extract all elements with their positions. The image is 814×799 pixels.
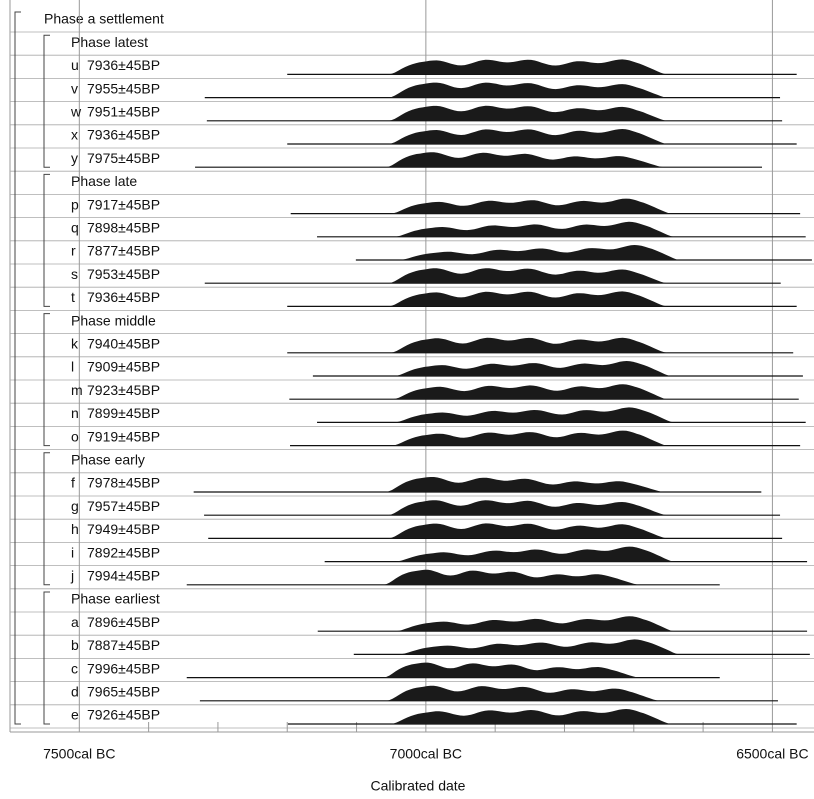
- x-tick-label: 6500cal BC: [736, 746, 808, 762]
- sample-id: c: [71, 660, 78, 676]
- probability-area: [389, 709, 672, 724]
- sample-date: 7892±45BP: [87, 544, 160, 560]
- bracket: [43, 34, 50, 168]
- probability-area: [391, 430, 668, 446]
- sample-id: p: [71, 196, 79, 212]
- sample-id: m: [71, 382, 83, 398]
- sample-id: f: [71, 475, 75, 491]
- sample-id: q: [71, 220, 79, 236]
- x-tick-label: 7000cal BC: [390, 746, 462, 762]
- sample-date: 7923±45BP: [87, 382, 160, 398]
- sample-id: g: [71, 498, 79, 514]
- sample-id: j: [70, 568, 74, 584]
- sample-id: i: [71, 544, 74, 560]
- sample-date: 7951±45BP: [87, 104, 160, 120]
- sample-date: 7909±45BP: [87, 359, 160, 375]
- probability-area: [393, 361, 672, 376]
- bracket: [43, 452, 50, 586]
- probability-area: [394, 616, 675, 632]
- sample-date: 7957±45BP: [87, 498, 160, 514]
- sample-id: w: [70, 104, 82, 120]
- x-tick-label: 7500cal BC: [43, 746, 115, 762]
- sample-date: 7936±45BP: [87, 289, 160, 305]
- sample-id: e: [71, 707, 79, 723]
- sample-id: u: [71, 57, 79, 73]
- probability-area: [384, 477, 665, 492]
- phase-label: Phase middle: [71, 312, 156, 328]
- sample-date: 7953±45BP: [87, 266, 160, 282]
- phase-label: Phase early: [71, 452, 145, 468]
- sample-date: 7965±45BP: [87, 684, 160, 700]
- sample-id: k: [71, 336, 79, 352]
- phase-label: Phase earliest: [71, 591, 160, 607]
- sample-date: 7899±45BP: [87, 405, 160, 421]
- sample-id: n: [71, 405, 79, 421]
- sample-id: o: [71, 428, 79, 444]
- phase-label: Phase late: [71, 173, 137, 189]
- sample-id: d: [71, 684, 79, 700]
- sample-date: 7896±45BP: [87, 614, 160, 630]
- sample-date: 7940±45BP: [87, 336, 160, 352]
- probability-area: [391, 384, 668, 400]
- probability-area: [398, 639, 681, 655]
- sample-id: s: [71, 266, 78, 282]
- sample-id: y: [71, 150, 78, 166]
- probability-area: [382, 662, 641, 678]
- bracket: [14, 11, 21, 725]
- probability-area: [387, 82, 668, 98]
- sample-id: r: [71, 243, 76, 259]
- sample-id: l: [71, 359, 74, 375]
- probability-area: [387, 268, 668, 284]
- probability-area: [387, 523, 668, 539]
- sample-date: 7926±45BP: [87, 707, 160, 723]
- sample-id: t: [71, 289, 75, 305]
- probability-area: [387, 500, 668, 516]
- sample-date: 7877±45BP: [87, 243, 160, 259]
- model-title: Phase a settlement: [44, 11, 164, 27]
- sample-id: x: [71, 127, 78, 143]
- probability-area: [382, 569, 641, 585]
- sample-id: a: [71, 614, 79, 630]
- probability-area: [398, 245, 681, 260]
- probability-area: [393, 407, 675, 423]
- probability-area: [387, 105, 668, 121]
- sample-date: 7975±45BP: [87, 150, 160, 166]
- probability-area: [387, 129, 668, 144]
- x-axis-label: Calibrated date: [371, 778, 466, 794]
- sample-date: 7936±45BP: [87, 127, 160, 143]
- sample-id: b: [71, 637, 79, 653]
- probability-area: [389, 198, 672, 214]
- sample-id: v: [71, 80, 78, 96]
- probability-area: [387, 59, 668, 75]
- sample-date: 7936±45BP: [87, 57, 160, 73]
- probability-area: [385, 685, 661, 701]
- sample-date: 7887±45BP: [87, 637, 160, 653]
- sample-date: 7917±45BP: [87, 196, 160, 212]
- probability-area: [387, 291, 668, 307]
- bracket: [43, 591, 50, 725]
- sample-date: 7978±45BP: [87, 475, 160, 491]
- probability-area: [389, 337, 668, 353]
- probability-area: [393, 221, 675, 237]
- sample-date: 7898±45BP: [87, 220, 160, 236]
- sample-date: 7994±45BP: [87, 568, 160, 584]
- bracket: [43, 173, 50, 307]
- sample-date: 7955±45BP: [87, 80, 160, 96]
- bracket: [43, 313, 50, 447]
- probability-area: [384, 152, 665, 168]
- phase-label: Phase latest: [71, 34, 148, 50]
- sample-date: 7949±45BP: [87, 521, 160, 537]
- sample-date: 7996±45BP: [87, 660, 160, 676]
- sample-date: 7919±45BP: [87, 428, 160, 444]
- probability-area: [394, 546, 675, 562]
- sample-id: h: [71, 521, 79, 537]
